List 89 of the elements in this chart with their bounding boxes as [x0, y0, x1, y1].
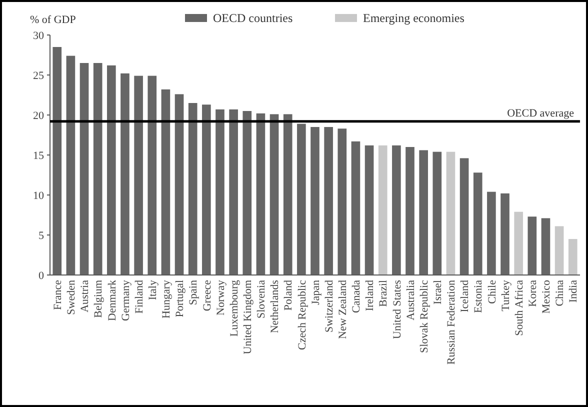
bar	[216, 109, 224, 275]
bar	[161, 89, 170, 275]
x-tick-label: Austria	[79, 280, 92, 312]
x-tick-label: Hungary	[160, 280, 173, 318]
x-tick-label: Slovak Republic	[418, 280, 430, 354]
bar	[297, 124, 306, 275]
x-tick-label: Korea	[527, 280, 540, 307]
bar	[351, 141, 360, 275]
bar	[541, 218, 550, 275]
bar	[93, 63, 102, 275]
y-tick-label: 5	[38, 230, 44, 242]
bar	[120, 73, 130, 275]
x-tick-label: Poland	[282, 280, 295, 311]
bar	[52, 47, 62, 275]
x-tick-label: Chile	[486, 280, 498, 304]
bar	[202, 104, 211, 275]
x-tick-label: United Kingdom	[242, 280, 254, 354]
legend-label: OECD countries	[213, 11, 293, 26]
x-tick-label: Brazil	[378, 280, 390, 307]
x-tick-label: Italy	[146, 280, 159, 300]
x-tick-label: Portugal	[174, 280, 186, 318]
x-tick-label: Mexico	[540, 280, 553, 314]
x-tick-label: Greece	[201, 280, 214, 312]
x-tick-label: Japan	[310, 280, 322, 306]
bar	[107, 65, 116, 275]
x-tick-label: Slovenia	[256, 280, 268, 318]
x-tick-label: Switzerland	[323, 280, 336, 333]
bar	[242, 111, 252, 275]
bar	[80, 63, 89, 275]
bar	[364, 145, 374, 275]
ref-line-label: OECD average	[507, 107, 574, 120]
bar	[500, 193, 510, 275]
y-tick-label: 15	[33, 150, 44, 162]
y-tick-label: 10	[33, 190, 44, 202]
y-tick-label: 20	[33, 110, 44, 122]
bar	[310, 127, 320, 275]
x-tick-label: Canada	[350, 280, 363, 313]
x-tick-label: Czech Republic	[296, 280, 308, 350]
x-tick-label: United States	[391, 280, 404, 339]
bar	[487, 192, 496, 275]
bar	[229, 109, 238, 275]
bar	[419, 150, 428, 275]
bar	[188, 103, 198, 275]
x-tick-label: Finland	[133, 280, 146, 314]
bar	[514, 212, 523, 275]
x-tick-label: Israel	[432, 280, 444, 304]
x-tick-label: India	[568, 280, 580, 303]
bar	[270, 114, 279, 275]
x-tick-label: Turkey	[500, 280, 512, 312]
x-tick-label: Russian Federation	[446, 280, 458, 365]
x-tick-label: Spain	[188, 280, 200, 306]
x-tick-label: Norway	[214, 280, 227, 316]
bar	[66, 56, 76, 275]
bar	[432, 152, 442, 275]
bar	[338, 128, 347, 275]
x-tick-label: Estonia	[472, 280, 485, 313]
x-tick-label: Luxembourg	[228, 280, 240, 337]
x-tick-label: Iceland	[459, 280, 472, 312]
x-tick-label: South Africa	[513, 280, 526, 336]
y-tick-label: 30	[33, 30, 44, 42]
x-tick-label: France	[52, 280, 64, 310]
bar	[148, 76, 157, 275]
bar	[256, 113, 266, 275]
bar	[528, 216, 537, 275]
y-axis-title: % of GDP	[30, 14, 76, 26]
x-tick-label: Germany	[120, 280, 132, 321]
y-tick-label: 0	[38, 270, 44, 282]
x-tick-label: Netherlands	[269, 280, 282, 334]
x-tick-label: Ireland	[364, 280, 376, 312]
x-tick-label: Sweden	[66, 280, 78, 315]
bar	[134, 76, 143, 275]
y-tick-label: 25	[33, 70, 44, 82]
bar	[324, 127, 333, 275]
legend-label: Emerging economies	[363, 11, 465, 26]
bar	[568, 239, 578, 275]
bar	[473, 172, 482, 275]
x-tick-label: New Zealand	[336, 280, 349, 339]
bar	[446, 152, 456, 275]
x-tick-label: Belgium	[92, 280, 105, 318]
x-tick-label: Australia	[404, 280, 417, 320]
bar	[460, 158, 469, 275]
bar	[392, 145, 401, 275]
x-tick-label: Denmark	[106, 280, 118, 321]
x-tick-label: China	[554, 280, 566, 306]
bar	[283, 114, 292, 275]
bar	[554, 226, 564, 275]
bar	[174, 94, 184, 275]
bar	[378, 145, 388, 275]
bar	[406, 147, 414, 275]
